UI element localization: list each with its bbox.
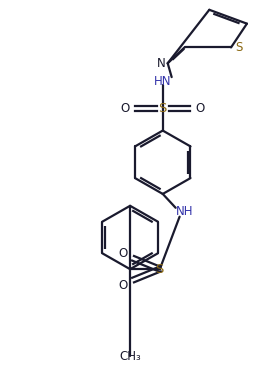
Text: N: N (157, 57, 165, 70)
Text: CH₃: CH₃ (119, 350, 141, 363)
Text: S: S (235, 41, 243, 54)
Text: NH: NH (176, 205, 193, 218)
Text: O: O (118, 247, 128, 260)
Text: HN: HN (154, 74, 172, 88)
Text: O: O (118, 279, 128, 291)
Text: S: S (158, 102, 167, 115)
Text: S: S (156, 263, 164, 276)
Text: O: O (196, 102, 205, 115)
Text: O: O (121, 102, 130, 115)
